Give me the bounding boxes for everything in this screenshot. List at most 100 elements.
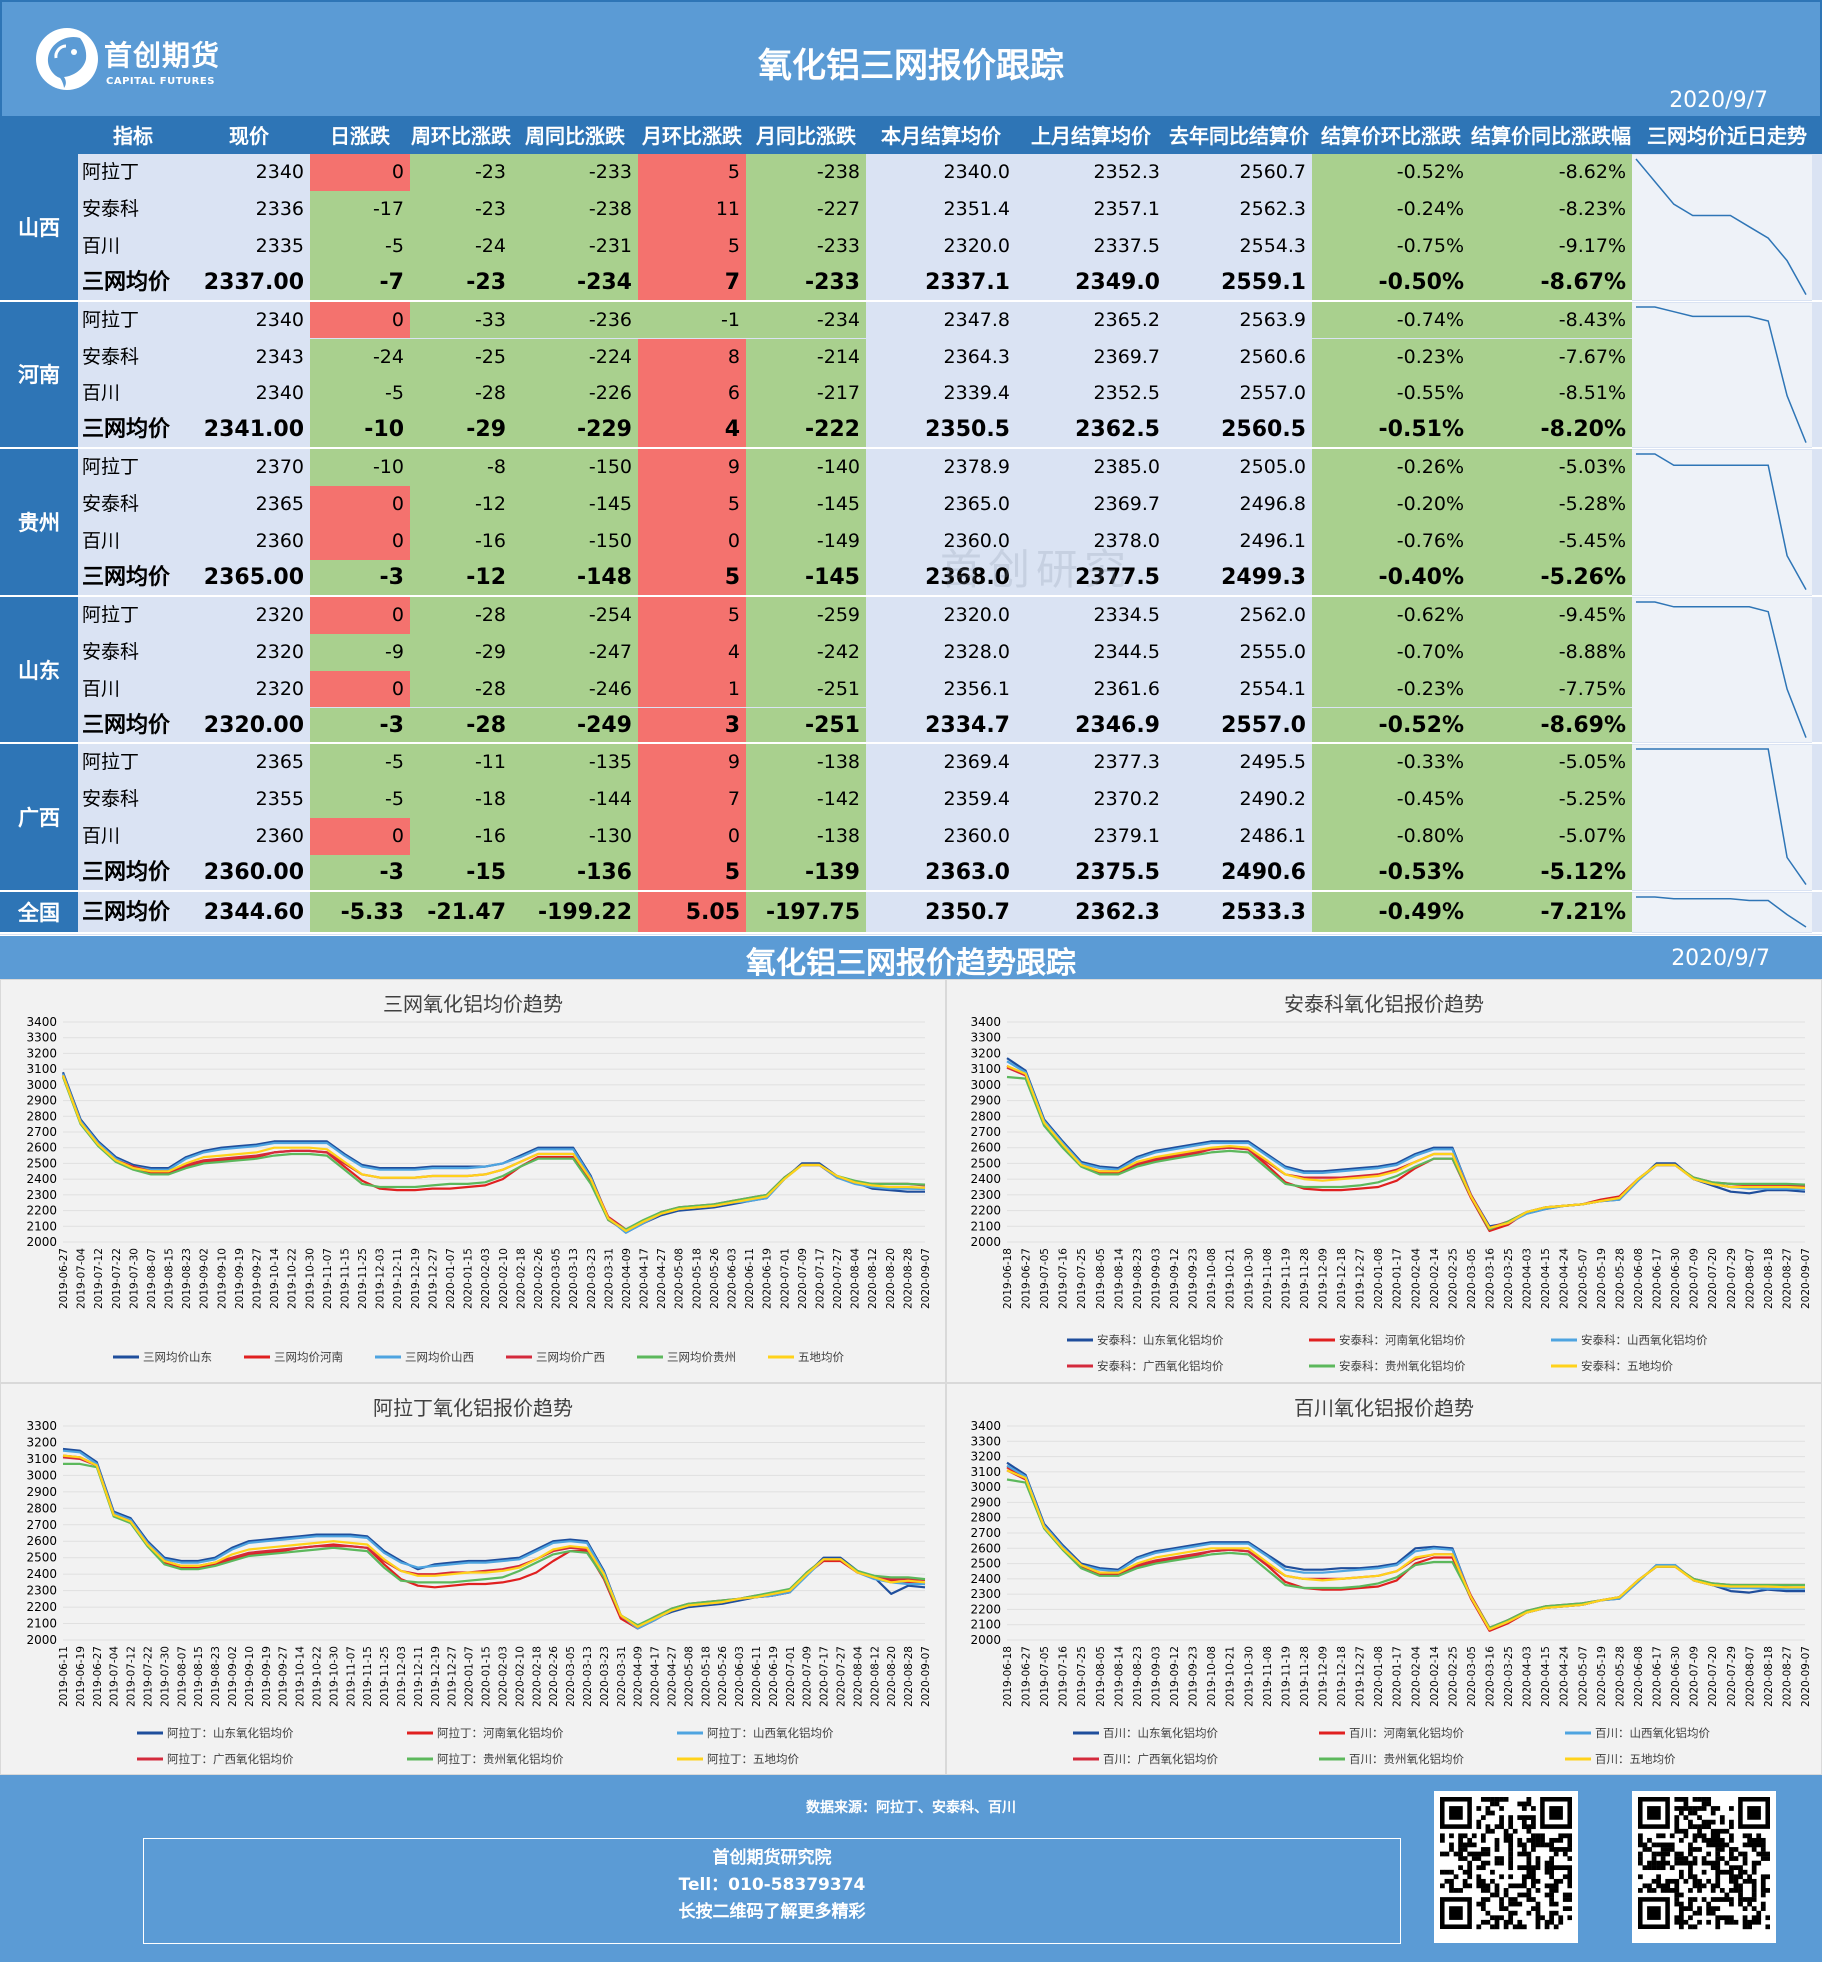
qr-module	[1678, 1851, 1684, 1857]
qr-module	[1449, 1833, 1454, 1839]
table-cell: 2554.3	[1239, 234, 1306, 257]
qr-module	[1715, 1915, 1721, 1921]
table-cell: 2334.7	[925, 712, 1010, 738]
qr-module	[1549, 1874, 1554, 1880]
qr-module	[1449, 1842, 1454, 1848]
qr-module	[1467, 1837, 1473, 1843]
table-cell: 安泰科	[82, 788, 140, 811]
table-cell: 2320.00	[203, 712, 304, 738]
qr-module	[1476, 1878, 1482, 1884]
x-tick-label: 2019-12-27	[427, 1248, 439, 1309]
qr-module	[1674, 1897, 1680, 1902]
qr-module	[1719, 1869, 1725, 1875]
series-line	[1006, 1469, 1805, 1629]
qr-module	[1567, 1915, 1572, 1921]
qr-module	[1521, 1892, 1527, 1898]
qr-module	[1499, 1901, 1504, 1907]
qr-module	[1760, 1856, 1766, 1861]
qr-module	[1567, 1892, 1572, 1898]
table-cell: -0.53%	[1312, 855, 1470, 890]
qr-module	[1499, 1824, 1504, 1830]
qr-module	[1647, 1806, 1661, 1820]
qr-module	[1674, 1815, 1680, 1820]
qr-module	[1760, 1892, 1766, 1898]
x-tick-label: 2020-02-10	[514, 1646, 526, 1707]
x-tick-label: 2020-08-07	[1744, 1248, 1756, 1309]
x-tick-label: 2019-07-22	[143, 1646, 155, 1707]
qr-module	[1715, 1806, 1721, 1811]
table-row: 三网均价 2337.00 -7 -23 -234 7 -233 2337.1 2349.0 255…	[78, 264, 1822, 302]
qr-module	[1742, 1924, 1748, 1930]
x-tick-label: 2020-02-10	[498, 1248, 510, 1309]
table-cell: 3	[638, 707, 746, 743]
table-cell: 2340	[255, 161, 304, 183]
qr-module	[1508, 1919, 1514, 1925]
qr-module	[1729, 1806, 1734, 1811]
qr-module	[1678, 1910, 1684, 1916]
x-tick-label: 2019-07-16	[1058, 1646, 1070, 1707]
qr-module	[1638, 1860, 1643, 1866]
logo-subtext: CAPITAL FUTURES	[106, 76, 215, 87]
legend-label: 百川：贵州氧化铝均价	[1349, 1752, 1464, 1766]
qr-code-icon[interactable]	[1434, 1791, 1578, 1943]
table-cell: 2365.0	[943, 493, 1010, 516]
x-tick-label: 2019-06-18	[1002, 1248, 1014, 1309]
x-tick-label: 2019-11-15	[362, 1646, 374, 1707]
x-tick-label: 2020-02-03	[480, 1248, 492, 1309]
table-cell: -238	[746, 154, 866, 191]
qr-module	[1508, 1847, 1514, 1852]
qr-module	[1678, 1810, 1684, 1816]
qr-module	[1531, 1837, 1536, 1843]
qr-module	[1521, 1878, 1527, 1884]
qr-module	[1760, 1847, 1766, 1852]
table-cell: -5.03%	[1470, 449, 1632, 487]
x-tick-label: 2020-05-18	[691, 1248, 703, 1309]
qr-module	[1549, 1842, 1554, 1848]
chart-title: 安泰科氧化铝报价趋势	[1284, 992, 1484, 1016]
sparkline-path	[1636, 748, 1807, 886]
qr-module	[1471, 1851, 1477, 1857]
x-tick-label: 2020-01-17	[1392, 1646, 1404, 1707]
table-cell: -8.20%	[1470, 412, 1632, 448]
table-row: 三网均价 2344.60 -5.33 -21.47 -199.22 5.05 -197.75…	[78, 892, 1822, 934]
sparkline	[1632, 597, 1812, 744]
x-tick-label: 2020-05-08	[683, 1646, 695, 1707]
table-cell: -238	[512, 190, 638, 228]
qr-module	[1453, 1888, 1459, 1893]
table-cell: 0	[310, 486, 410, 523]
qr-module	[1453, 1874, 1459, 1880]
qr-module	[1733, 1856, 1739, 1861]
table-cell: -142	[746, 781, 866, 819]
table-cell: -251	[746, 707, 866, 743]
x-tick-label: 2019-07-12	[93, 1248, 105, 1309]
qr-module	[1531, 1842, 1536, 1848]
qr-module	[1647, 1847, 1652, 1852]
x-tick-label: 2020-06-17	[1652, 1248, 1664, 1309]
x-tick-label: 2019-12-19	[430, 1646, 442, 1707]
qr-module	[1692, 1833, 1698, 1839]
qr-module	[1508, 1856, 1514, 1861]
logo: 首创期货 CAPITAL FUTURES	[36, 28, 226, 94]
qr-module	[1692, 1883, 1698, 1889]
x-tick-label: 2020-04-09	[621, 1248, 633, 1309]
qr-module	[1549, 1888, 1554, 1893]
table-cell: 2377.3	[1093, 751, 1160, 774]
qr-module	[1742, 1869, 1748, 1875]
qr-module	[1660, 1851, 1666, 1857]
table-cell: -23	[410, 264, 512, 300]
qr-module	[1701, 1819, 1707, 1825]
x-tick-label: 2019-07-04	[76, 1248, 88, 1309]
qr-module	[1494, 1892, 1500, 1898]
qr-module	[1467, 1865, 1473, 1871]
qr-module	[1521, 1865, 1527, 1871]
qr-module	[1499, 1860, 1504, 1866]
qr-module	[1715, 1919, 1721, 1925]
qr-module	[1751, 1915, 1757, 1921]
qr-module	[1724, 1919, 1730, 1925]
qr-module	[1521, 1801, 1527, 1807]
org-name: 首创期货研究院	[712, 1848, 832, 1868]
x-tick-label: 2019-11-19	[1280, 1646, 1292, 1707]
legend-label: 阿拉丁：广西氧化铝均价	[167, 1752, 294, 1766]
qr-module	[1688, 1897, 1693, 1902]
qr-code-icon[interactable]	[1632, 1791, 1776, 1943]
